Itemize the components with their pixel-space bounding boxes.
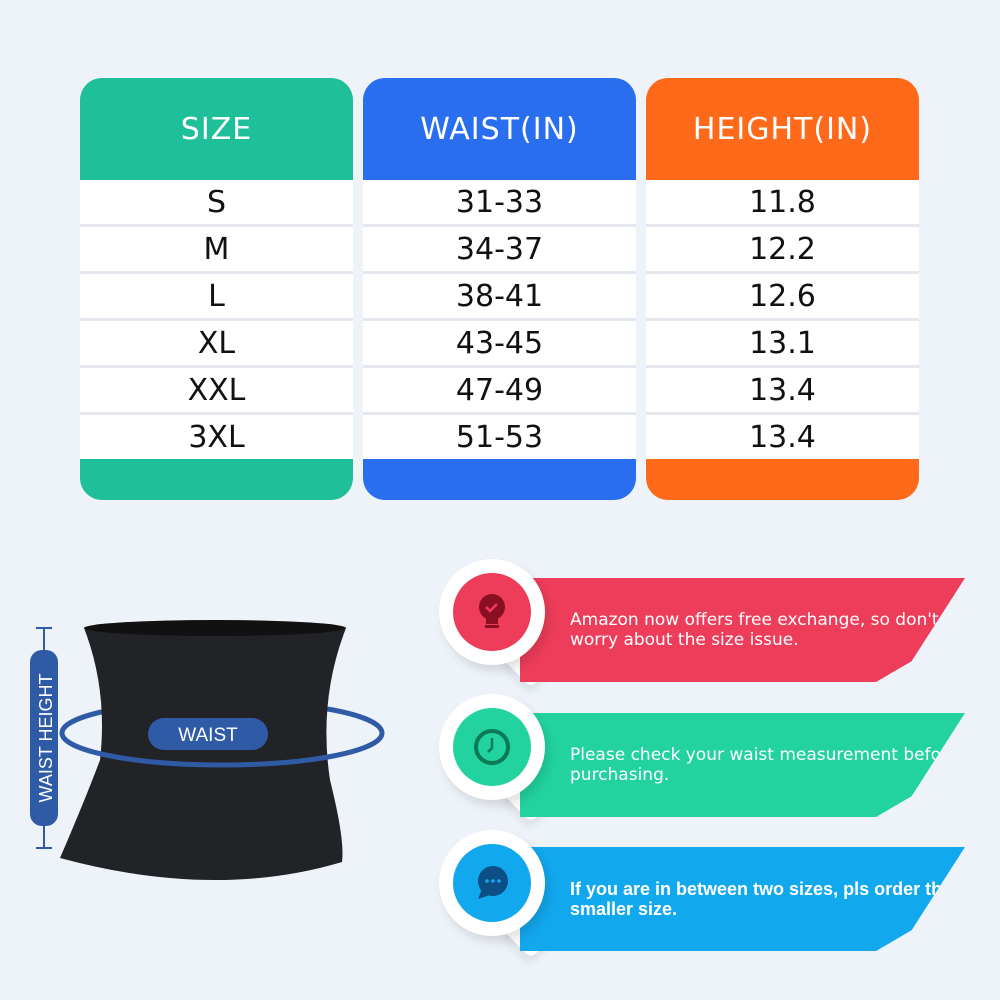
waist-label: WAIST (178, 725, 238, 746)
tip-text: Please check your waist measurement befo… (570, 745, 959, 785)
waist-pill (148, 718, 268, 750)
table-cell: M (80, 227, 353, 271)
table-cell: 34-37 (363, 227, 636, 271)
belt-opening (84, 620, 346, 636)
tip-icon-circle (439, 830, 560, 959)
table-cell: 13.4 (646, 368, 919, 412)
table-cell: 3XL (80, 415, 353, 459)
lightbulb-check-icon (479, 594, 505, 628)
waist-column: WAIST(IN) 31-33 34-37 38-41 43-45 47-49 … (363, 78, 636, 500)
table-cell: XXL (80, 368, 353, 412)
table-cell: 13.4 (646, 415, 919, 459)
table-cell: 38-41 (363, 274, 636, 318)
waist-height-label: WAIST HEIGHT (36, 673, 56, 802)
tip-text: Amazon now offers free exchange, so don'… (570, 610, 939, 650)
table-cell: L (80, 274, 353, 318)
tip-icon-circle (439, 559, 560, 688)
tip-banner: Please check your waist measurement befo… (520, 713, 965, 817)
table-cell: XL (80, 321, 353, 365)
clock-icon (474, 729, 510, 765)
column-header: HEIGHT(IN) (692, 111, 873, 147)
tip-banner: Amazon now offers free exchange, so don'… (520, 578, 965, 682)
table-cell: 51-53 (363, 415, 636, 459)
table-cell: 11.8 (646, 180, 919, 224)
table-cell: 47-49 (363, 368, 636, 412)
waist-trainer-figure: WAIST WAIST HEIGHT (30, 620, 385, 881)
table-cell: 43-45 (363, 321, 636, 365)
tip-text: If you are in between two sizes, pls ord… (570, 879, 953, 919)
tip-icon-circle (439, 694, 560, 823)
table-cell: 31-33 (363, 180, 636, 224)
table-cell: 12.6 (646, 274, 919, 318)
ring-front (59, 732, 385, 768)
waist-belt (60, 621, 346, 881)
size-column: SIZE S M L XL XXL 3XL (80, 78, 353, 500)
height-column: HEIGHT(IN) 11.8 12.2 12.6 13.1 13.4 13.4 (646, 78, 919, 500)
column-header: WAIST(IN) (420, 111, 579, 147)
height-bar (30, 650, 58, 826)
column-header: SIZE (180, 111, 253, 147)
table-cell: 13.1 (646, 321, 919, 365)
chat-bubble-icon (478, 866, 508, 899)
table-cell: 12.2 (646, 227, 919, 271)
table-cell: S (80, 180, 353, 224)
tip-banner: If you are in between two sizes, pls ord… (520, 847, 965, 951)
